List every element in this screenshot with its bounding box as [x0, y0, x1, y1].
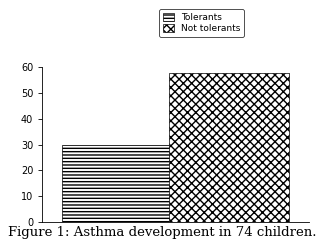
Text: Figure 1: Asthma development in 74 children.: Figure 1: Asthma development in 74 child…	[8, 226, 317, 239]
Bar	[62, 145, 182, 222]
Bar	[169, 73, 289, 222]
Legend: Tolerants, Not tolerants: Tolerants, Not tolerants	[159, 9, 244, 37]
